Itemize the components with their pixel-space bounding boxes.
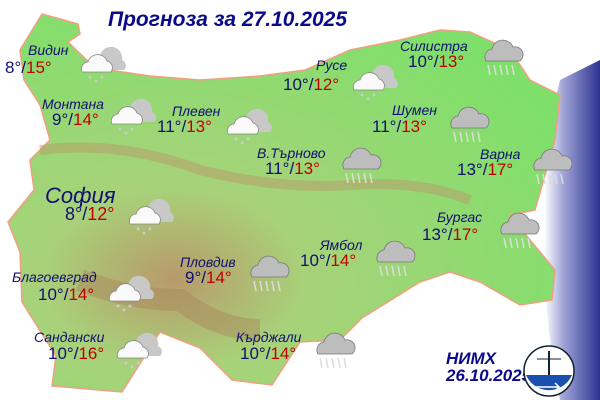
max-temp: 13° <box>438 52 465 71</box>
min-temp: 10° <box>300 251 326 270</box>
max-temp: 12° <box>87 204 115 224</box>
city-name: Русе <box>316 57 348 73</box>
min-temp: 10° <box>408 52 434 71</box>
temperature-range: 11°/13° <box>372 117 427 136</box>
footer: НИМХ 26.10.2025 <box>446 350 531 384</box>
page-title: Прогноза за 27.10.2025 <box>108 8 348 31</box>
min-temp: 8° <box>5 58 22 77</box>
temperature-range: 13°/17° <box>422 225 479 244</box>
max-temp: 14° <box>330 251 357 270</box>
cloud-rain-icon <box>310 330 360 372</box>
temperature-range: 8°/12° <box>65 204 115 224</box>
city-name: Видин <box>28 42 69 58</box>
min-temp: 9° <box>52 110 69 129</box>
temperature-range: 9°/14° <box>52 110 99 129</box>
temperature-range: 9°/14° <box>185 268 232 287</box>
issue-date: 26.10.2025 <box>446 366 532 385</box>
city-name: Сандански <box>34 329 105 345</box>
partly-cloudy-light-rain-icon <box>114 330 164 372</box>
cloud-rain-icon <box>444 104 494 146</box>
city-name: Варна <box>480 146 521 162</box>
min-temp: 13° <box>422 225 448 244</box>
cloud-rain-icon <box>478 37 528 79</box>
city-name: Бургас <box>437 209 483 225</box>
max-temp: 16° <box>78 344 105 363</box>
partly-cloudy-light-rain-icon <box>78 44 128 86</box>
city-name: Шумен <box>392 102 437 118</box>
cloud-rain-icon <box>336 145 386 187</box>
temperature-range: 11°/13° <box>265 159 320 178</box>
max-temp: 12° <box>313 75 340 94</box>
min-temp: 10° <box>48 344 74 363</box>
mountains-south <box>75 269 261 341</box>
org-name: НИМХ <box>446 349 497 368</box>
temperature-range: 10°/14° <box>300 251 357 270</box>
city-name: София <box>45 183 116 208</box>
temperature-range: 10°/14° <box>38 285 95 304</box>
cloud-rain-icon <box>370 238 420 280</box>
temperature-range: 8°/15° <box>5 58 52 77</box>
min-temp: 11° <box>157 117 182 136</box>
cloud-rain-icon <box>494 210 544 252</box>
max-temp: 15° <box>26 58 52 77</box>
temperature-range: 10°/13° <box>408 52 465 71</box>
max-temp: 13° <box>186 117 212 136</box>
city-name: Плевен <box>172 103 221 119</box>
temperature-range: 13°/17° <box>457 160 514 179</box>
partly-cloudy-light-rain-icon <box>224 106 274 148</box>
max-temp: 14° <box>73 110 99 129</box>
max-temp: 17° <box>452 225 479 244</box>
nimh-logo <box>523 345 575 397</box>
partly-cloudy-light-rain-icon <box>108 96 158 138</box>
partly-cloudy-light-rain-icon <box>126 196 176 238</box>
min-temp: 11° <box>372 117 397 136</box>
min-temp: 10° <box>38 285 64 304</box>
city-name: Пловдив <box>180 254 236 270</box>
temperature-range: 10°/12° <box>283 75 340 94</box>
city-name: Силистра <box>400 38 468 54</box>
max-temp: 17° <box>487 160 514 179</box>
city-name: Ямбол <box>320 237 363 253</box>
max-temp: 14° <box>270 344 297 363</box>
partly-cloudy-light-rain-icon <box>350 62 400 104</box>
black-sea <box>544 60 600 400</box>
min-temp: 8° <box>65 204 83 224</box>
temperature-range: 11°/13° <box>157 117 212 136</box>
min-temp: 10° <box>240 344 266 363</box>
temperature-range: 10°/14° <box>240 344 297 363</box>
partly-cloudy-light-rain-icon <box>106 273 156 315</box>
min-temp: 9° <box>185 268 202 287</box>
min-temp: 10° <box>283 75 309 94</box>
max-temp: 13° <box>401 117 427 136</box>
city-name: В.Търново <box>257 145 326 161</box>
mountains <box>39 142 472 205</box>
min-temp: 13° <box>457 160 483 179</box>
city-name: Благоевград <box>12 269 97 285</box>
cloud-rain-icon <box>244 253 294 295</box>
max-temp: 13° <box>294 159 320 178</box>
max-temp: 14° <box>68 285 95 304</box>
min-temp: 11° <box>265 159 290 178</box>
max-temp: 14° <box>206 268 232 287</box>
temperature-range: 10°/16° <box>48 344 105 363</box>
cloud-rain-icon <box>527 146 577 188</box>
city-name: Кърджали <box>236 329 302 345</box>
city-name: Монтана <box>42 96 104 112</box>
